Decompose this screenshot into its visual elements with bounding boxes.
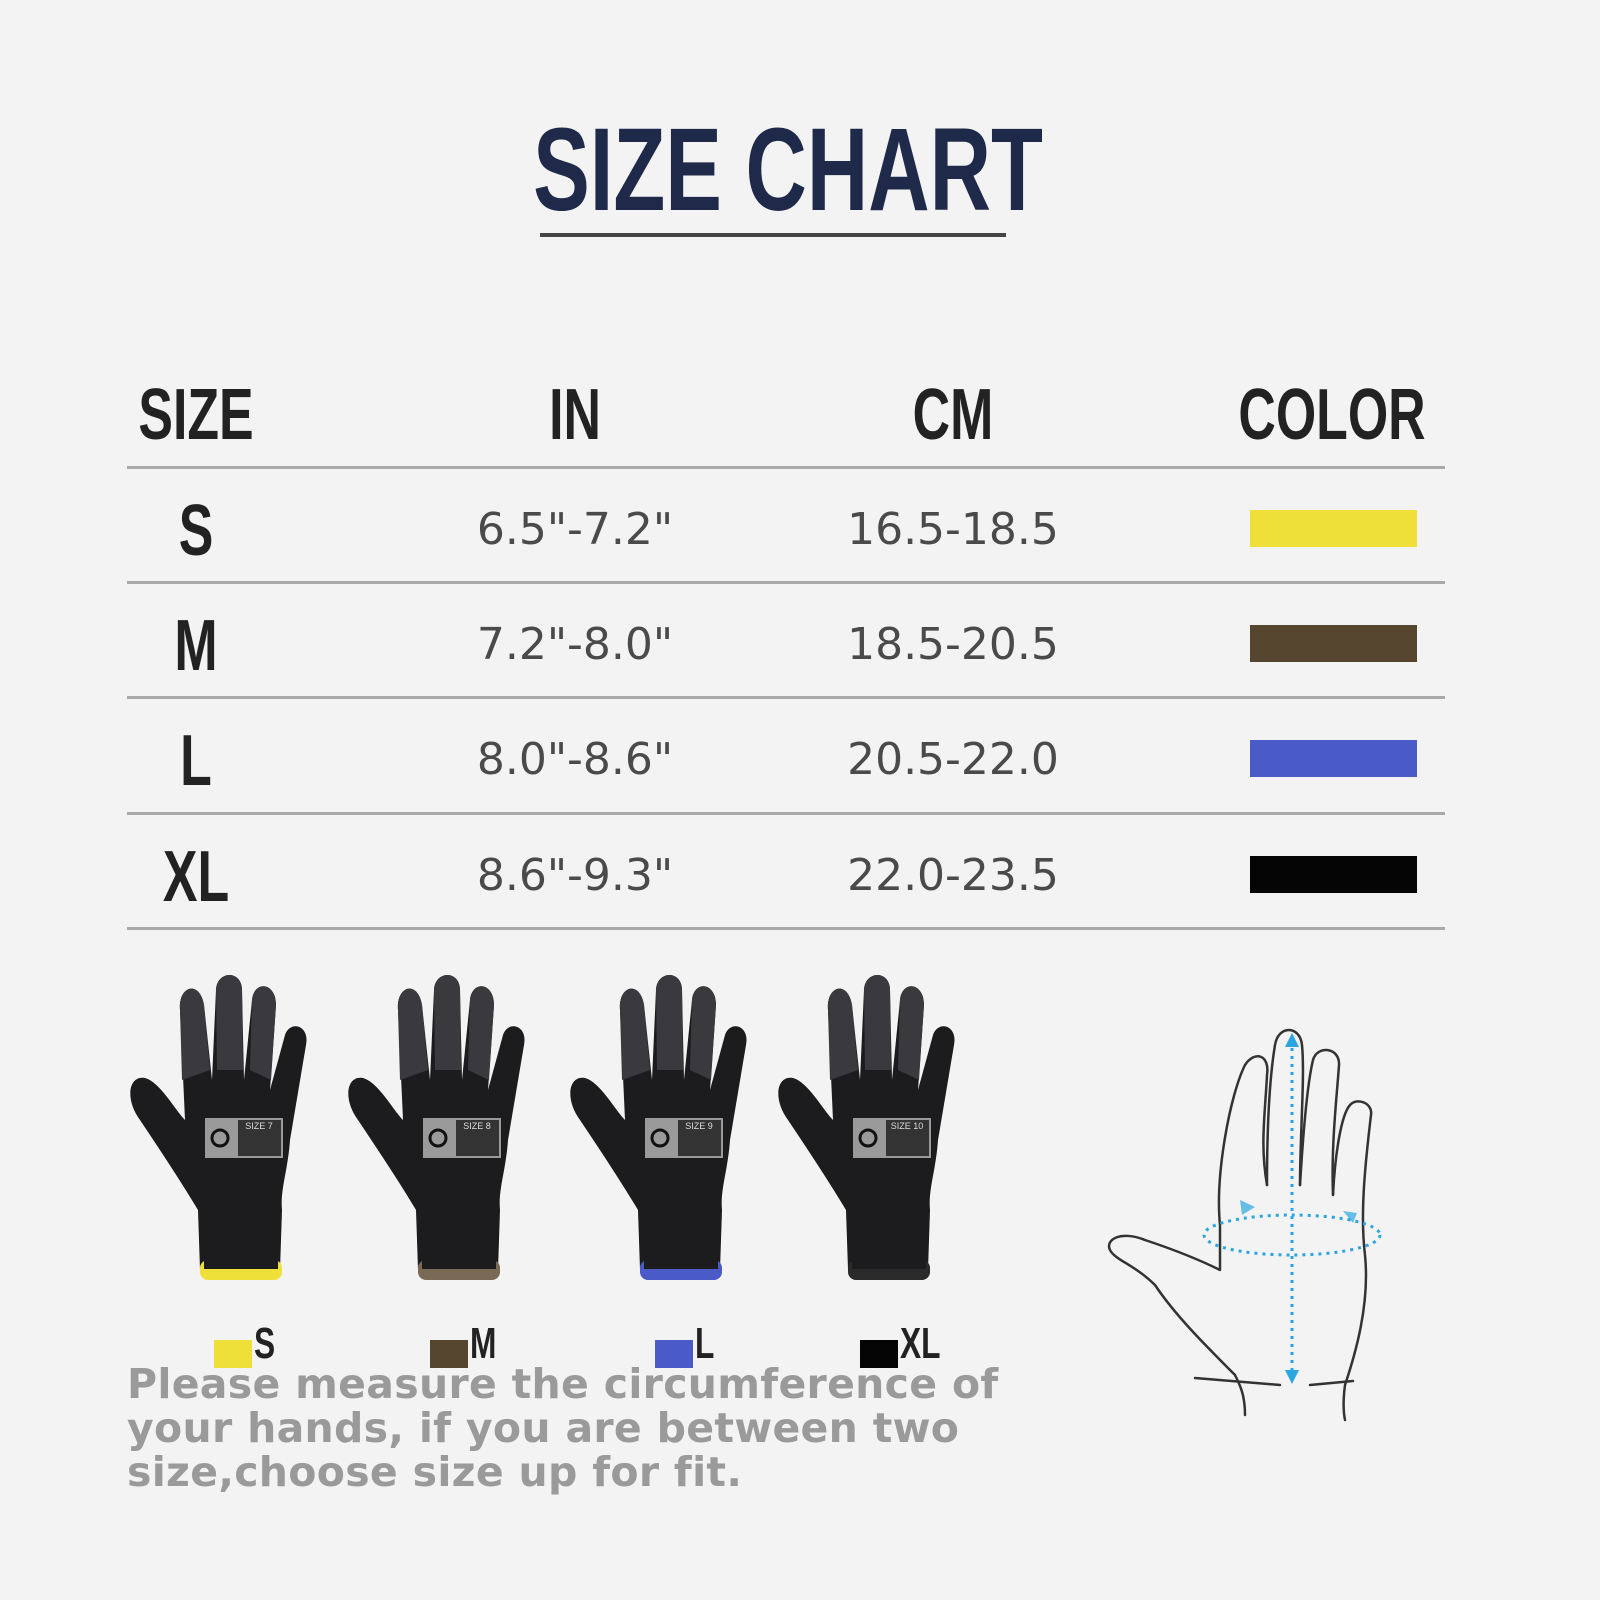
measure-note: Please measure the circumference of your…: [127, 1360, 999, 1496]
arrow-icons: [1240, 1033, 1357, 1384]
cm-cell: 18.5-20.5: [847, 619, 1059, 670]
hand-measure-diagram: [1107, 1028, 1382, 1422]
inches-cell: 7.2"-8.0": [476, 619, 674, 670]
table-row: M 7.2"-8.0" 18.5-20.5: [0, 584, 1600, 699]
color-swatch: [1250, 740, 1417, 777]
hand-outline-icon: [1107, 1028, 1373, 1422]
color-swatch: [1250, 856, 1417, 893]
legend-swatch: [430, 1340, 468, 1368]
measure-lines: [1202, 1040, 1382, 1375]
header-color: COLOR: [1238, 375, 1426, 455]
size-cell: XL: [162, 837, 230, 917]
glove-image: SIZE 7: [120, 970, 320, 1295]
legend-swatch: [214, 1340, 252, 1368]
table-divider: [127, 466, 1445, 469]
table-divider: [127, 696, 1445, 699]
inches-cell: 8.6"-9.3": [476, 850, 674, 901]
color-swatch: [1250, 625, 1417, 662]
legend-label: M: [470, 1319, 497, 1368]
table-row: XL 8.6"-9.3" 22.0-23.5: [0, 815, 1600, 930]
glove-size-tag: SIZE 7: [245, 1121, 273, 1131]
legend-swatch: [860, 1340, 898, 1368]
inches-cell: 8.0"-8.6": [476, 734, 674, 785]
legend-swatch: [655, 1340, 693, 1368]
color-swatch: [1250, 510, 1417, 547]
inches-cell: 6.5"-7.2": [476, 504, 674, 555]
table-row: S 6.5"-7.2" 16.5-18.5: [0, 469, 1600, 584]
table-divider: [127, 812, 1445, 815]
glove-image: SIZE 8: [338, 970, 538, 1295]
size-cell: S: [178, 491, 214, 571]
glove-image: SIZE 10: [768, 970, 968, 1295]
size-cell: L: [180, 721, 212, 801]
cm-cell: 20.5-22.0: [847, 734, 1059, 785]
table-divider: [127, 581, 1445, 584]
legend-label: L: [695, 1319, 715, 1368]
table-row: L 8.0"-8.6" 20.5-22.0: [0, 699, 1600, 814]
table-divider: [127, 927, 1445, 930]
header-in: IN: [549, 375, 601, 455]
glove-size-tag: SIZE 9: [685, 1121, 713, 1131]
page-title: SIZE CHART: [532, 104, 1043, 236]
glove-image: SIZE 9: [560, 970, 760, 1295]
glove-size-tag: SIZE 8: [463, 1121, 491, 1131]
header-cm: CM: [912, 375, 994, 455]
cm-cell: 16.5-18.5: [847, 504, 1059, 555]
title-underline: [540, 233, 1006, 237]
legend-label: S: [254, 1319, 276, 1368]
legend-label: XL: [900, 1319, 941, 1368]
cm-cell: 22.0-23.5: [847, 850, 1059, 901]
glove-size-tag: SIZE 10: [891, 1121, 924, 1131]
size-cell: M: [174, 606, 218, 686]
header-size: SIZE: [138, 375, 254, 455]
